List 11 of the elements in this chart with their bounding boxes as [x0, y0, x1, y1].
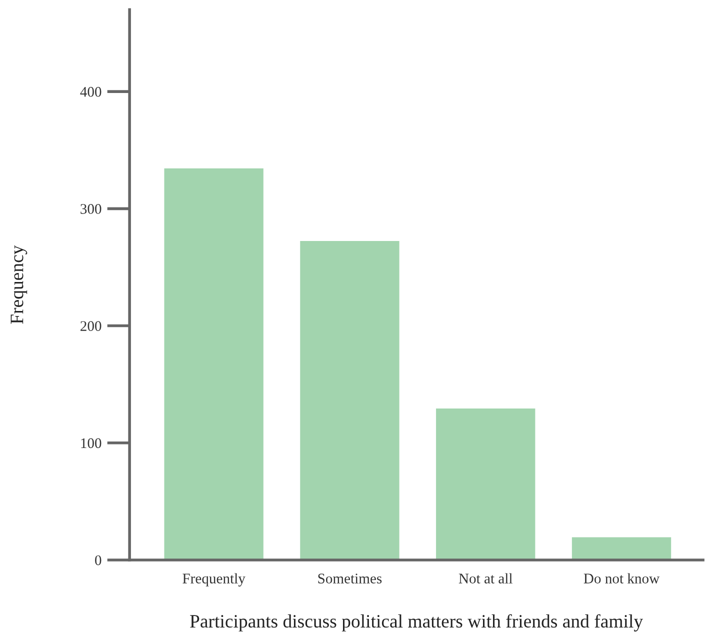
x-axis-title: Participants discuss political matters with friends and family	[190, 614, 644, 632]
x-tick-label: Frequently	[182, 573, 246, 586]
y-tick-label: 300	[80, 204, 102, 214]
y-tick-label: 100	[81, 438, 102, 448]
y-tick-label: 0	[95, 555, 102, 566]
y-tick-label: 200	[80, 321, 102, 331]
x-tick-label: Sometimes	[318, 574, 382, 584]
x-tick-label: Not at all	[458, 573, 512, 584]
y-axis-title: Frequency	[10, 245, 28, 324]
x-tick-label: Do not know	[584, 573, 660, 584]
y-tick-label: 400	[80, 86, 102, 97]
